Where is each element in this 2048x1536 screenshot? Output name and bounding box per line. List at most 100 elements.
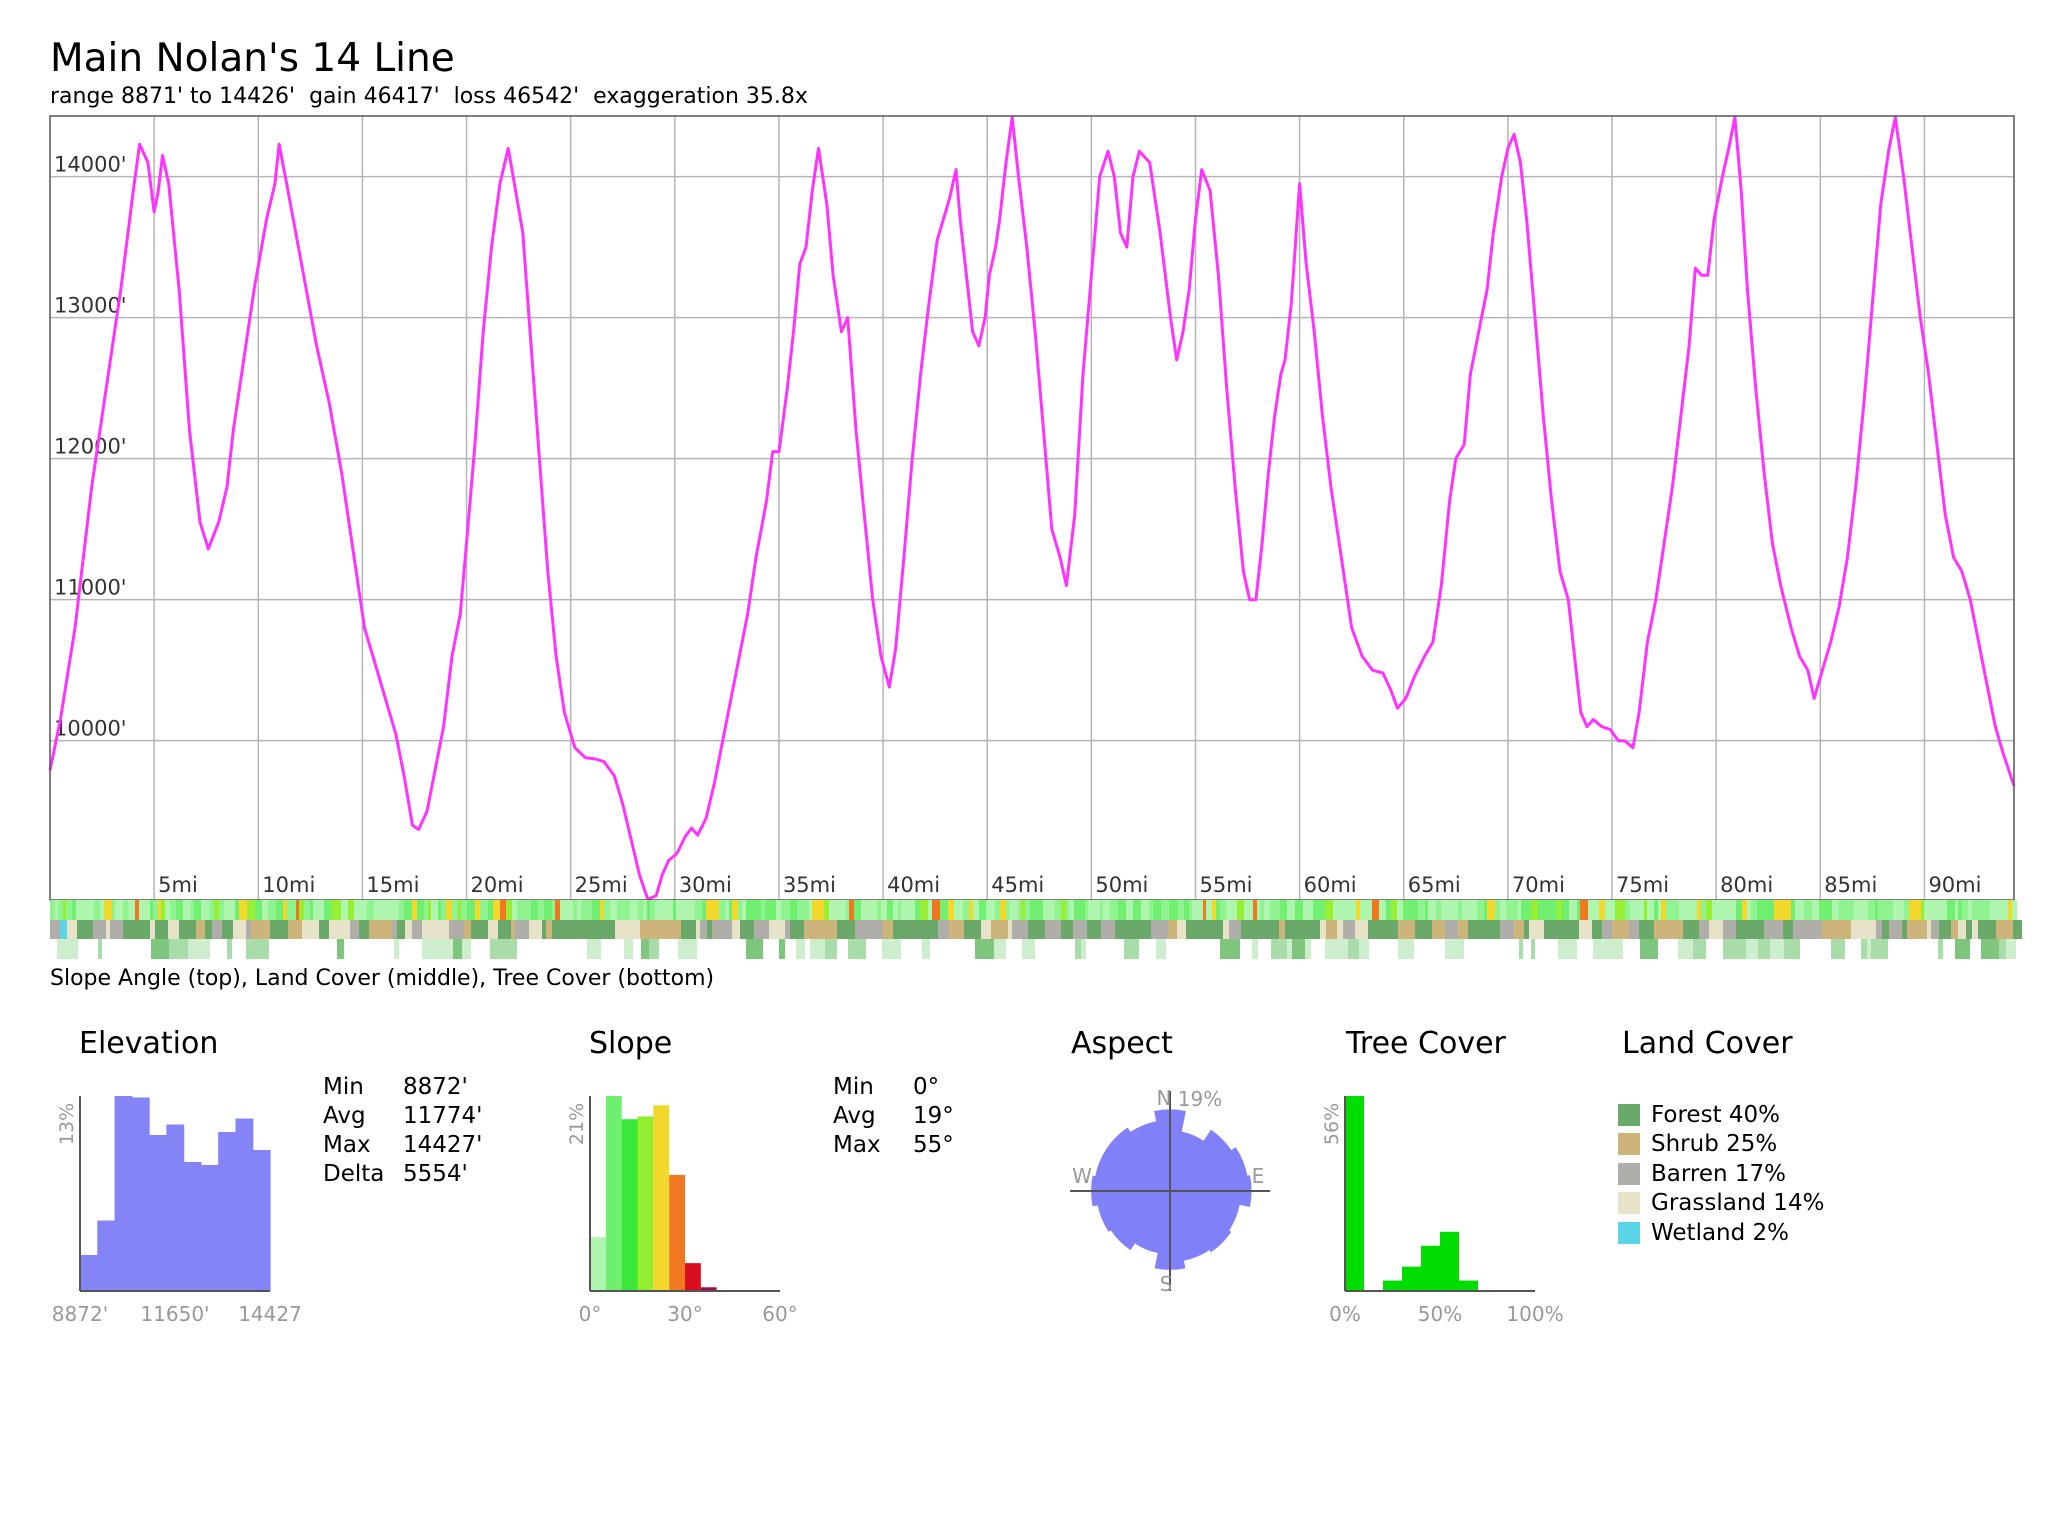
land-cover-strip-segment: [1458, 920, 1468, 939]
tree-cover-strip-segment: [1623, 939, 1640, 959]
slope-strip-segment: [115, 900, 123, 920]
slope-strip-segment: [1791, 900, 1795, 920]
tree-cover-strip-segment: [1485, 939, 1501, 959]
tree-cover-strip-segment: [1758, 939, 1770, 959]
land-cover-strip-segment: [397, 920, 405, 939]
land-cover-strip-segment: [1253, 920, 1260, 939]
tree-cover-strip-segment: [746, 939, 763, 959]
land-cover-strip-segment: [1966, 920, 1972, 939]
slope-strip-segment: [1731, 900, 1736, 920]
tree-cover-strip-segment: [134, 939, 138, 959]
tree-cover-strip-segment: [577, 939, 587, 959]
land-cover-strip-segment: [804, 920, 810, 939]
land-cover-strip-segment: [1343, 920, 1355, 939]
slope-strip-segment: [150, 900, 153, 920]
slope-strip-segment: [1126, 900, 1133, 920]
slope-strip-segment: [268, 900, 272, 920]
slope-strip-segment: [714, 900, 719, 920]
land-cover-strip-segment: [930, 920, 938, 939]
slope-strip-segment: [643, 900, 647, 920]
slope-strip-segment: [1562, 900, 1569, 920]
tree-cover-strip-segment: [151, 939, 169, 959]
land-cover-strip-segment: [2013, 920, 2022, 939]
slope-strip-segment: [452, 900, 458, 920]
land-cover-strip-segment: [569, 920, 585, 939]
land-cover-strip-segment: [898, 920, 913, 939]
tree-cover-strip-segment: [1746, 939, 1758, 959]
tree-cover-strip-segment: [633, 939, 641, 959]
slope-strip-segment: [417, 900, 424, 920]
tree-cover-strip-segment: [439, 939, 453, 959]
slope-strip-segment: [214, 900, 219, 920]
tree-cover-strip-segment: [1908, 939, 1922, 959]
slope-strip-segment: [1391, 900, 1397, 920]
slope-strip-segment: [100, 900, 104, 920]
land-cover-strip-segment: [1168, 920, 1177, 939]
land-cover-strip-segment: [369, 920, 376, 939]
slope-strip-segment: [604, 900, 610, 920]
land-cover-strip-segment: [275, 920, 288, 939]
land-cover-strip-segment: [1907, 920, 1911, 939]
slope-strip-segment: [1295, 900, 1303, 920]
slope-strip-segment: [1630, 900, 1637, 920]
land-cover-strip-segment: [1495, 920, 1500, 939]
tree-cover-strip-segment: [313, 939, 326, 959]
slope-strip-segment: [566, 900, 573, 920]
slope-strip-segment: [272, 900, 276, 920]
tree-cover-strip-segment: [453, 939, 462, 959]
land-cover-strip-segment: [883, 920, 887, 939]
land-cover-strip-segment: [150, 920, 155, 939]
land-cover-strip-segment: [855, 920, 867, 939]
slope-strip-segment: [407, 900, 412, 920]
slope-strip-segment: [1924, 900, 1932, 920]
slope-strip-segment: [1446, 900, 1451, 920]
land-cover-strip-segment: [196, 920, 205, 939]
slope-strip-segment: [1189, 900, 1192, 920]
slope-strip-segment: [957, 900, 963, 920]
slope-strip-segment: [1990, 900, 1994, 920]
slope-strip-segment: [194, 900, 201, 920]
slope-strip-segment: [1757, 900, 1764, 920]
slope-strip-segment: [1467, 900, 1474, 920]
tree-cover-strip-segment: [796, 939, 805, 959]
tree-cover-strip-segment: [394, 939, 399, 959]
slope-stat-avg: Avg 19°: [833, 1103, 954, 1129]
tree-cover-strip-segment: [1678, 939, 1693, 959]
land-cover-strip-segment: [949, 920, 964, 939]
tree-cover-strip-segment: [326, 939, 337, 959]
tree-cover-strip-segment: [641, 939, 649, 959]
aspect-max-label: 19%: [1178, 1087, 1222, 1111]
x-tick-label: 65mi: [1408, 873, 1461, 897]
histogram-bar: [1421, 1245, 1440, 1291]
tree-cover-strip-segment: [1305, 939, 1311, 959]
land-cover-strip-segment: [511, 920, 515, 939]
slope-strip-segment: [1313, 900, 1319, 920]
slope-strip-segment: [596, 900, 600, 920]
land-cover-strip-segment: [1012, 920, 1028, 939]
tree-cover-strip-segment: [1040, 939, 1052, 959]
land-cover-strip-segment: [1061, 920, 1073, 939]
histogram-bar: [166, 1124, 185, 1291]
land-cover-strip-segment: [1544, 920, 1557, 939]
land-cover-strip-segment: [546, 920, 552, 939]
x-tick-label: 60mi: [1304, 873, 1357, 897]
slope-strip-segment: [842, 900, 846, 920]
slope-strip-segment: [1113, 900, 1118, 920]
land-cover-strip-segment: [1750, 920, 1764, 939]
y-tick-label: 10000': [54, 717, 127, 741]
tree-cover-strip-segment: [2006, 939, 2012, 959]
x-tick-label: 50mi: [1095, 873, 1148, 897]
slope-strip-segment: [995, 900, 1000, 920]
slope-strip-segment: [729, 900, 732, 920]
land-cover-strip-segment: [1197, 920, 1213, 939]
slope-strip-segment: [1066, 900, 1069, 920]
land-cover-strip-segment: [422, 920, 434, 939]
land-cover-strip-segment: [1529, 920, 1544, 939]
tree-cover-strip-segment: [1867, 939, 1871, 959]
slope-strip-segment: [1968, 900, 1972, 920]
slope-strip-segment: [66, 900, 72, 920]
slope-strip-segment: [1569, 900, 1577, 920]
slope-strip-segment: [1500, 900, 1506, 920]
land-cover-strip-segment: [1602, 920, 1612, 939]
slope-strip-segment: [428, 900, 431, 920]
